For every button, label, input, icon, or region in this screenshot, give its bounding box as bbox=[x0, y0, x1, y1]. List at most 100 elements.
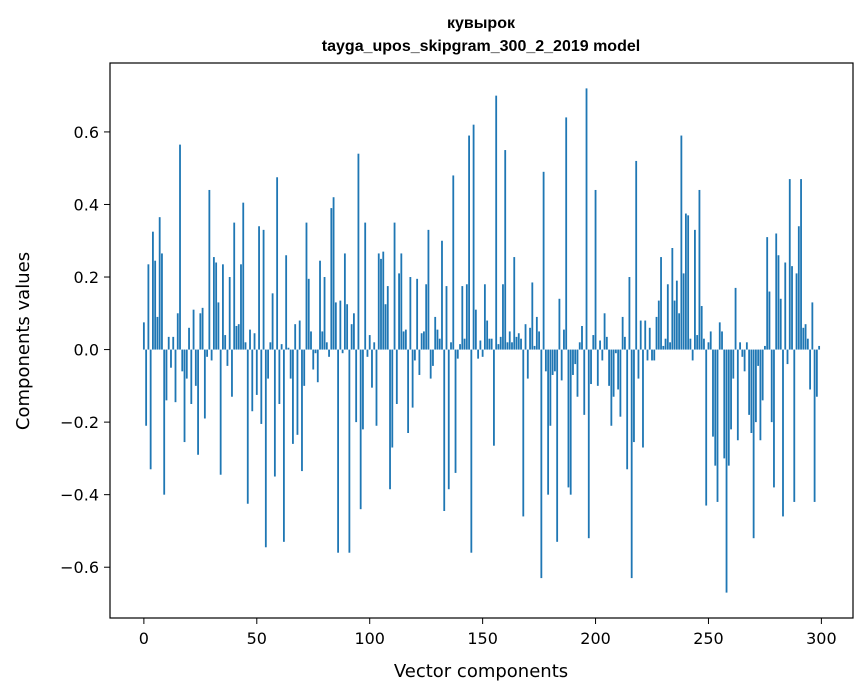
bar bbox=[768, 291, 771, 350]
x-tick-label: 250 bbox=[693, 629, 724, 648]
bar bbox=[339, 300, 342, 350]
bar bbox=[375, 349, 378, 426]
bar bbox=[628, 277, 631, 350]
bar bbox=[721, 331, 723, 350]
bar bbox=[508, 331, 511, 350]
bar bbox=[592, 335, 595, 350]
bar bbox=[581, 325, 583, 350]
bar bbox=[777, 255, 780, 350]
bar bbox=[463, 338, 466, 350]
bar bbox=[468, 135, 470, 350]
bar bbox=[181, 349, 184, 372]
bar bbox=[558, 298, 561, 350]
bar bbox=[282, 349, 285, 542]
bar bbox=[680, 135, 683, 350]
bar bbox=[305, 222, 308, 350]
bar bbox=[262, 229, 265, 350]
bar bbox=[741, 349, 744, 357]
bar bbox=[179, 144, 181, 350]
y-tick-label: 0.6 bbox=[74, 123, 99, 142]
bar bbox=[515, 336, 518, 350]
bar bbox=[188, 327, 190, 350]
bar bbox=[587, 349, 590, 539]
bar bbox=[716, 349, 719, 502]
bar bbox=[535, 316, 538, 350]
bar bbox=[666, 284, 669, 350]
bar bbox=[542, 171, 545, 350]
bar bbox=[359, 349, 362, 510]
bar bbox=[194, 349, 197, 386]
bar bbox=[488, 338, 491, 350]
bar bbox=[294, 324, 297, 350]
bar bbox=[427, 229, 430, 350]
bar bbox=[502, 284, 504, 350]
bar bbox=[219, 349, 222, 475]
bar bbox=[646, 349, 649, 361]
bar bbox=[296, 349, 299, 435]
bar bbox=[490, 338, 493, 350]
bar bbox=[371, 349, 373, 388]
bar bbox=[526, 349, 529, 379]
bar bbox=[285, 255, 288, 350]
bar bbox=[172, 336, 175, 350]
bar bbox=[362, 349, 364, 430]
bar bbox=[511, 342, 513, 350]
bar bbox=[142, 322, 145, 350]
bar bbox=[334, 302, 337, 350]
bar bbox=[208, 189, 211, 350]
bar bbox=[364, 222, 367, 350]
bar bbox=[675, 280, 678, 350]
bar bbox=[673, 300, 676, 350]
bar bbox=[287, 347, 290, 350]
bar bbox=[669, 342, 671, 350]
bar bbox=[307, 278, 310, 350]
bar bbox=[391, 349, 394, 448]
bar bbox=[529, 327, 531, 350]
bar bbox=[206, 349, 209, 357]
bar bbox=[696, 335, 699, 350]
x-tick-label: 300 bbox=[806, 629, 837, 648]
bar bbox=[447, 349, 450, 490]
bar bbox=[576, 349, 579, 397]
bar bbox=[813, 349, 816, 502]
bar bbox=[395, 349, 398, 404]
bar bbox=[572, 349, 574, 375]
bar bbox=[461, 286, 464, 350]
bar bbox=[145, 349, 148, 426]
bar bbox=[158, 217, 161, 350]
bar bbox=[723, 349, 726, 459]
bar bbox=[655, 316, 658, 350]
bar bbox=[644, 320, 647, 350]
x-axis-ticks: 0 50 100 150 200 250 300 bbox=[139, 618, 837, 648]
y-axis-label: Components values bbox=[13, 252, 34, 430]
bar bbox=[409, 277, 412, 350]
bar bbox=[292, 349, 294, 444]
bar bbox=[601, 349, 604, 361]
bar bbox=[578, 342, 581, 350]
x-tick-label: 200 bbox=[580, 629, 611, 648]
bar bbox=[540, 349, 543, 579]
bar bbox=[757, 349, 760, 366]
bar bbox=[565, 117, 568, 350]
bar bbox=[709, 331, 712, 350]
bar bbox=[651, 349, 653, 361]
bar bbox=[590, 349, 592, 385]
bar bbox=[470, 349, 473, 553]
bar bbox=[761, 349, 764, 401]
bar bbox=[614, 349, 617, 354]
bar bbox=[782, 349, 784, 517]
bar bbox=[818, 345, 821, 350]
bar bbox=[553, 349, 556, 372]
bar bbox=[583, 349, 586, 415]
bar bbox=[662, 345, 665, 350]
bar bbox=[147, 264, 150, 350]
bar bbox=[373, 342, 376, 350]
bar bbox=[346, 304, 349, 350]
bar bbox=[522, 349, 525, 517]
bar bbox=[560, 349, 563, 381]
bar bbox=[174, 349, 177, 403]
bar bbox=[773, 349, 775, 488]
bar bbox=[569, 349, 572, 495]
bar bbox=[310, 331, 312, 350]
bar bbox=[574, 349, 577, 365]
